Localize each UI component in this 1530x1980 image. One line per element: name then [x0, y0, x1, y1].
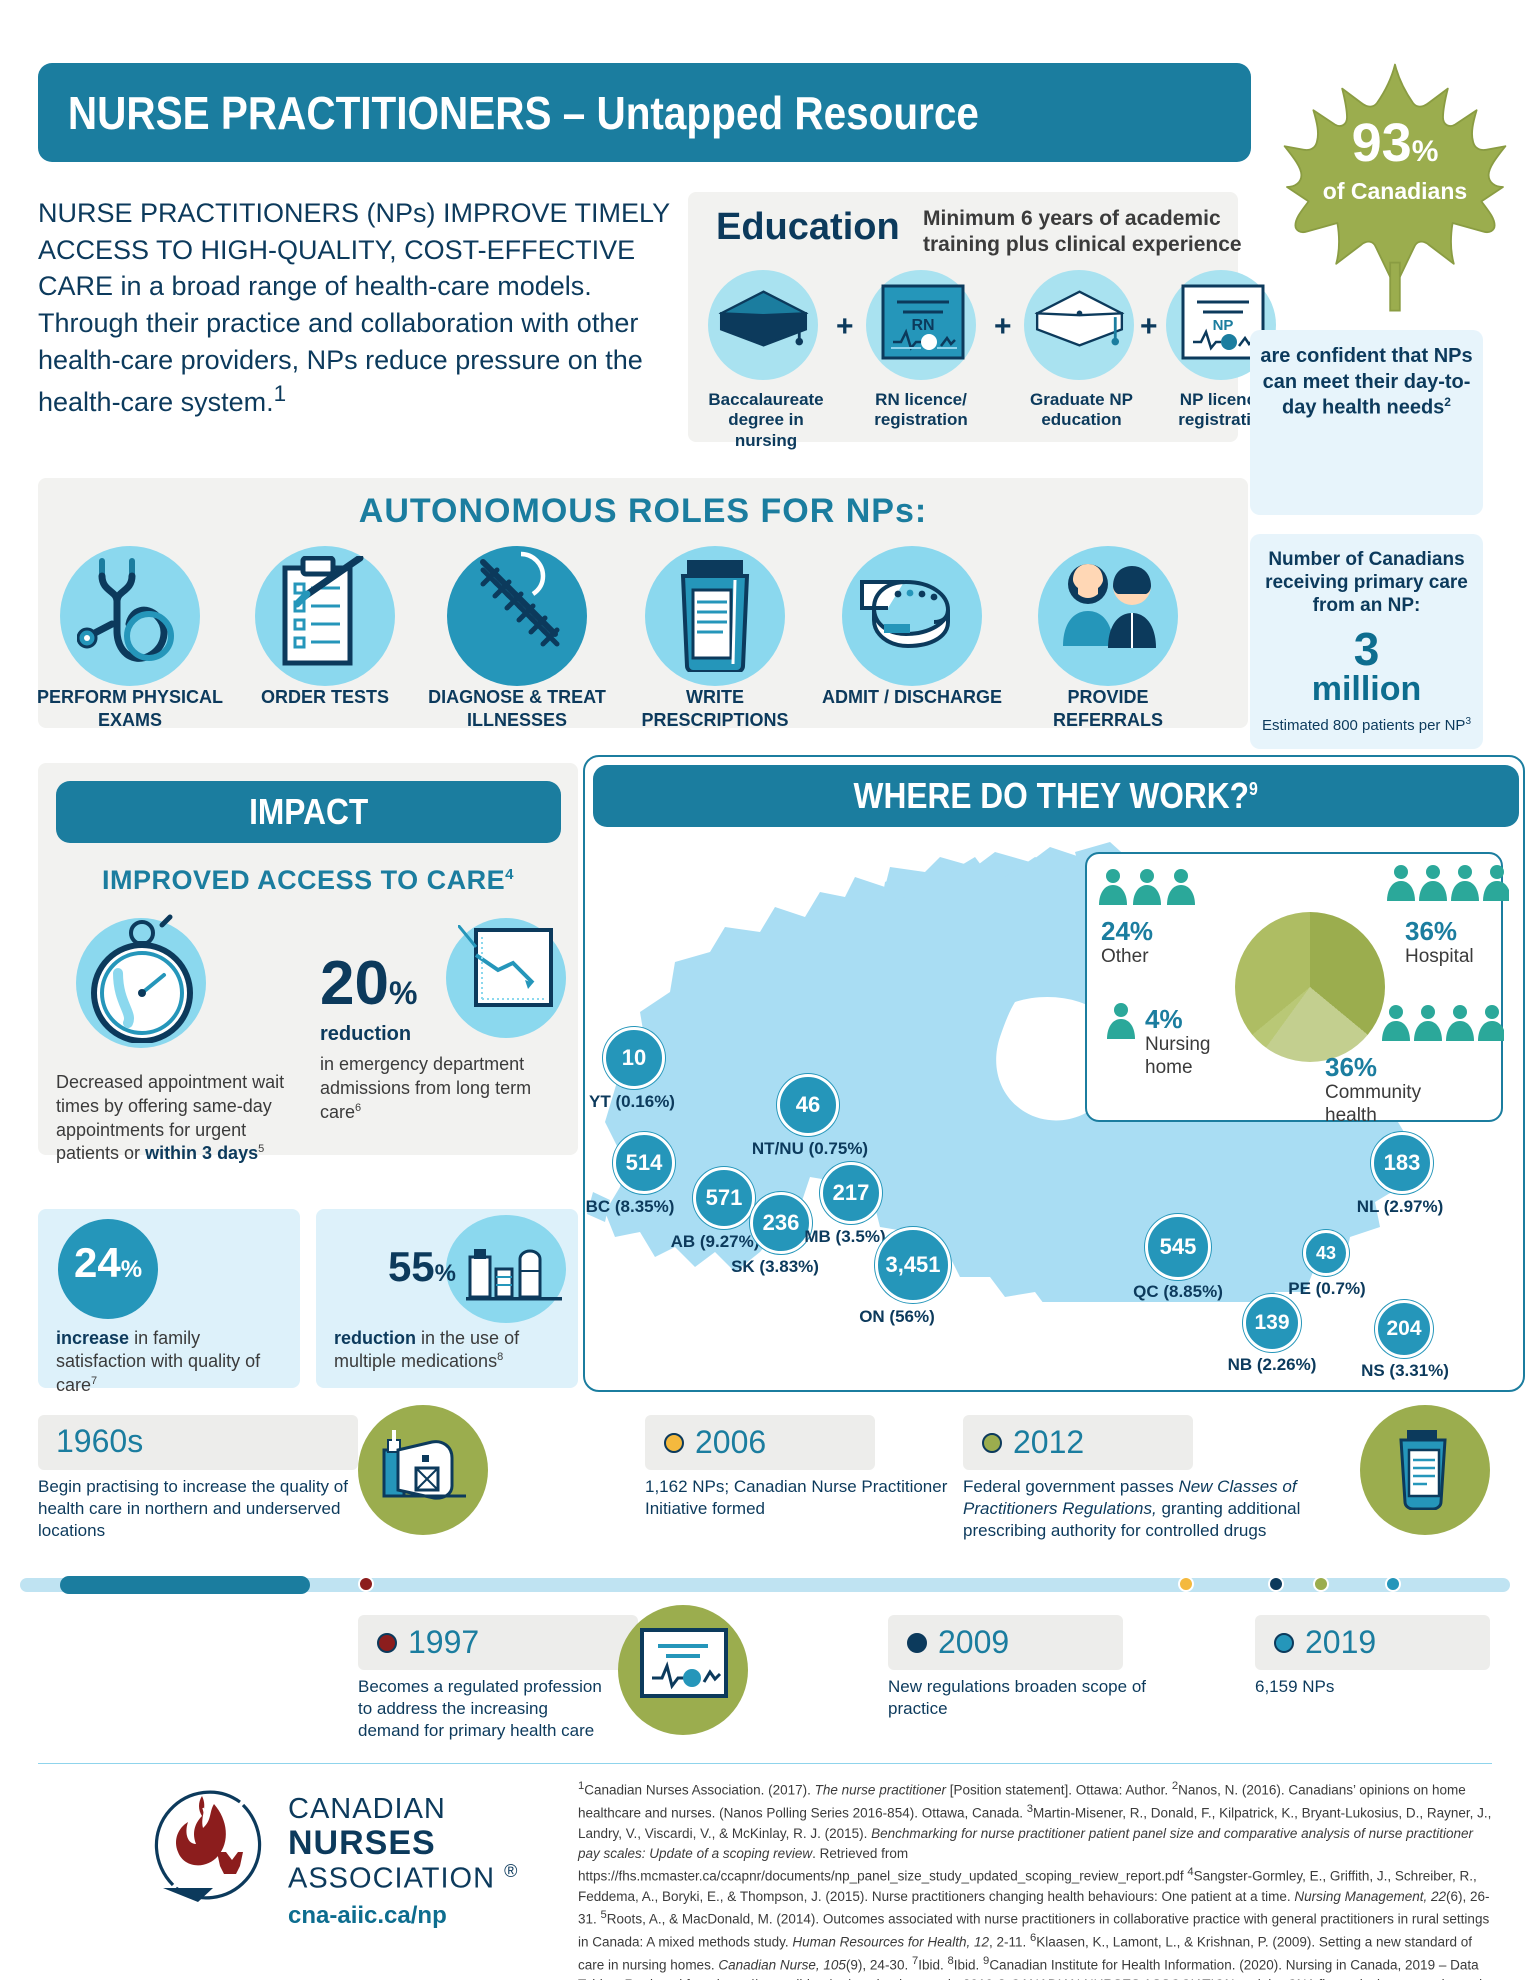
svg-text:RN: RN [911, 317, 934, 334]
svg-text:NP: NP [1213, 317, 1234, 334]
